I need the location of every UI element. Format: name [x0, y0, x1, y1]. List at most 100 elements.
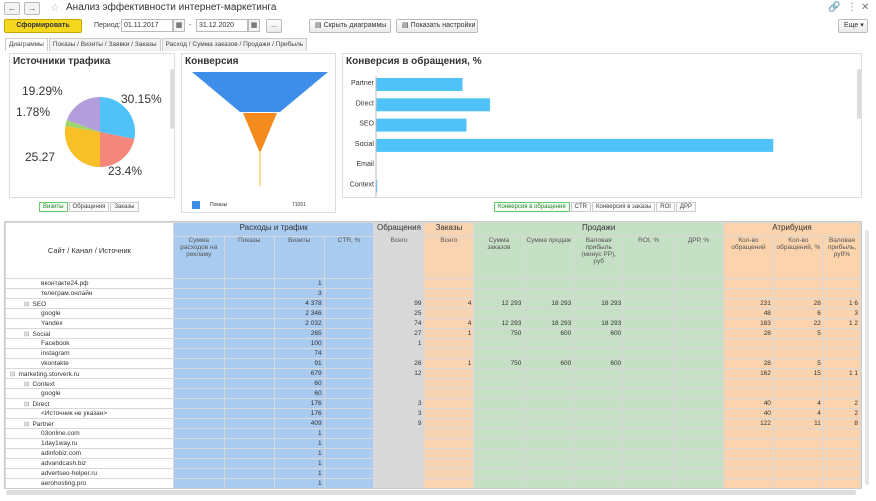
table-row[interactable]: ⊟ SEO 4 378 99 4 12 293 18 293 18 293 231 28 1 6	[5, 298, 861, 309]
cell	[223, 438, 275, 449]
table-row[interactable]: akvo.ru1	[6, 489, 861, 490]
favorite-star-icon[interactable]: ☆	[50, 2, 60, 14]
tree-toggle-icon[interactable]: ⊟	[24, 420, 30, 428]
col-header[interactable]: Валовая прибыль (минус РР), руб	[573, 236, 625, 279]
more-menu-button[interactable]: Еще ▾	[838, 19, 868, 33]
metric-orders[interactable]: Заказы	[110, 202, 139, 212]
cell	[523, 438, 575, 449]
cell: 18 293	[523, 298, 575, 309]
col-header[interactable]: CTR, %	[323, 236, 375, 279]
link-icon[interactable]: 🔗	[828, 2, 841, 13]
cell	[673, 458, 724, 469]
col-header[interactable]: Сумма расходов на рекламу	[172, 236, 225, 279]
bar-social[interactable]	[376, 138, 774, 152]
hide-charts-button[interactable]: ▤ Скрыть диаграммы	[309, 19, 391, 33]
generate-button[interactable]: Сформировать	[4, 19, 82, 33]
tree-toggle-icon[interactable]: ⊟	[24, 330, 30, 338]
period-select-button[interactable]: ...	[266, 19, 282, 33]
metric-conv-requests[interactable]: Конверсия в обращения	[494, 202, 570, 212]
table-row[interactable]: телеграм.онлайн 3	[5, 288, 861, 299]
metric-requests[interactable]: Обращения	[68, 202, 110, 212]
calendar-to-icon[interactable]: ▦	[248, 19, 260, 32]
col-header[interactable]: Визиты	[273, 236, 325, 279]
metric-visits[interactable]: Визиты	[39, 202, 68, 212]
grid-horizontal-scrollbar[interactable]	[6, 490, 856, 495]
forward-button[interactable]: →	[24, 2, 40, 15]
table-row[interactable]: вконтакте24.рф 1	[5, 278, 861, 289]
col-header[interactable]: Всего	[373, 236, 425, 279]
table-row[interactable]: Yandex 2 032 74 4 12 293 18 293 18 293 183 22 1 2	[5, 318, 861, 329]
bar-context[interactable]	[376, 179, 378, 193]
tab-impressions[interactable]: Показы / Визиты / Заявки / Заказы	[48, 38, 161, 51]
table-row[interactable]: aerohosting.pro 1	[5, 478, 861, 488]
table-row[interactable]: google 60	[5, 388, 861, 399]
tree-toggle-icon[interactable]: ⊟	[10, 370, 16, 378]
show-settings-button[interactable]: ▤ Показать настройки	[396, 19, 478, 33]
cell	[373, 478, 425, 488]
cell	[373, 278, 425, 289]
col-header[interactable]: Сумма заказов	[473, 236, 525, 279]
col-header[interactable]: ДРР, %	[673, 236, 724, 279]
table-row[interactable]: 1day1way.ru 1	[5, 438, 861, 449]
table-row[interactable]: ⊟ marketing.storverk.ru 679 12 162 15 1 1	[5, 368, 861, 379]
cell: 3	[373, 398, 425, 409]
back-button[interactable]: ←	[4, 2, 20, 15]
metric-conv-orders[interactable]: Конверсия в заказы	[591, 202, 656, 212]
tab-charts[interactable]: Диаграммы	[5, 38, 48, 51]
cell	[772, 348, 824, 359]
table-row[interactable]: advandcash.biz 1	[5, 458, 861, 469]
cell	[172, 298, 225, 309]
table-row[interactable]: ⊟ Direct 176 3 40 4 2	[5, 398, 861, 409]
conv-rate-scrollbar[interactable]	[857, 69, 861, 119]
cell	[172, 428, 225, 439]
col-header[interactable]: Всего	[423, 236, 475, 279]
cell	[673, 438, 724, 449]
grid-vertical-scrollbar[interactable]	[865, 230, 869, 485]
cell	[623, 438, 675, 449]
cell	[423, 348, 475, 359]
col-header[interactable]: Кол-во обращений	[722, 236, 774, 279]
metric-roi[interactable]: ROI	[656, 202, 675, 212]
table-row[interactable]: Facebook 100 1	[5, 338, 861, 349]
col-header[interactable]: Сумма продаж	[523, 236, 575, 279]
tab-expenses[interactable]: Расход / Сумма заказов / Продажи / Прибы…	[161, 38, 308, 51]
cell	[172, 388, 225, 399]
col-header[interactable]: Показы	[223, 236, 275, 279]
table-row[interactable]: <Источник не указан> 176 3 40 4 2	[5, 408, 861, 419]
metric-drr[interactable]: ДРР	[675, 202, 696, 212]
table-row[interactable]: ⊟ Context 60	[5, 378, 861, 389]
cell	[673, 308, 724, 319]
more-vertical-icon[interactable]: ⋮	[847, 2, 857, 13]
table-row[interactable]: advertseo-helper.ru 1	[5, 468, 861, 479]
bar-seo[interactable]	[376, 118, 467, 132]
traffic-scrollbar[interactable]	[170, 69, 174, 129]
cell: 176	[273, 398, 325, 409]
cell	[722, 338, 774, 349]
table-row[interactable]: adinfobiz.com 1	[5, 448, 861, 459]
table-row[interactable]: 03online.com 1	[5, 428, 861, 439]
bar-partner[interactable]	[376, 78, 463, 91]
table-row[interactable]: google 2 346 25 48 6 3	[5, 308, 861, 319]
bar-category-label: Partner	[351, 80, 375, 87]
table-row[interactable]: ⊟ Partner 409 9 122 11 8	[5, 418, 861, 429]
cell	[822, 438, 861, 449]
cell	[623, 428, 675, 439]
col-header-name[interactable]: Сайт / Канал / Источник	[5, 222, 174, 279]
cell	[172, 278, 225, 289]
tree-toggle-icon[interactable]: ⊟	[24, 400, 30, 408]
bar-direct[interactable]	[376, 98, 491, 112]
table-row[interactable]: instagram 74	[5, 348, 861, 359]
col-header[interactable]: ROI, %	[623, 236, 675, 279]
calendar-from-icon[interactable]: ▦	[173, 19, 185, 32]
tree-toggle-icon[interactable]: ⊟	[24, 380, 30, 388]
metric-ctr[interactable]: CTR	[570, 202, 591, 212]
close-icon[interactable]: ✕	[861, 2, 870, 13]
bar-category-label: Direct	[356, 100, 374, 107]
table-row[interactable]: vkontakte 91 26 1 750 600 600 28 5	[5, 358, 861, 369]
date-to-field[interactable]: 31.12.2020	[196, 19, 248, 32]
date-from-field[interactable]: 01.11.2017	[121, 19, 173, 32]
tree-toggle-icon[interactable]: ⊟	[24, 300, 30, 308]
col-header[interactable]: Валовая прибыль, руб%	[822, 236, 861, 279]
col-header[interactable]: Кол-во обращений, %	[772, 236, 824, 279]
table-row[interactable]: ⊟ Social 265 27 1 750 600 600 28 5	[5, 328, 861, 339]
